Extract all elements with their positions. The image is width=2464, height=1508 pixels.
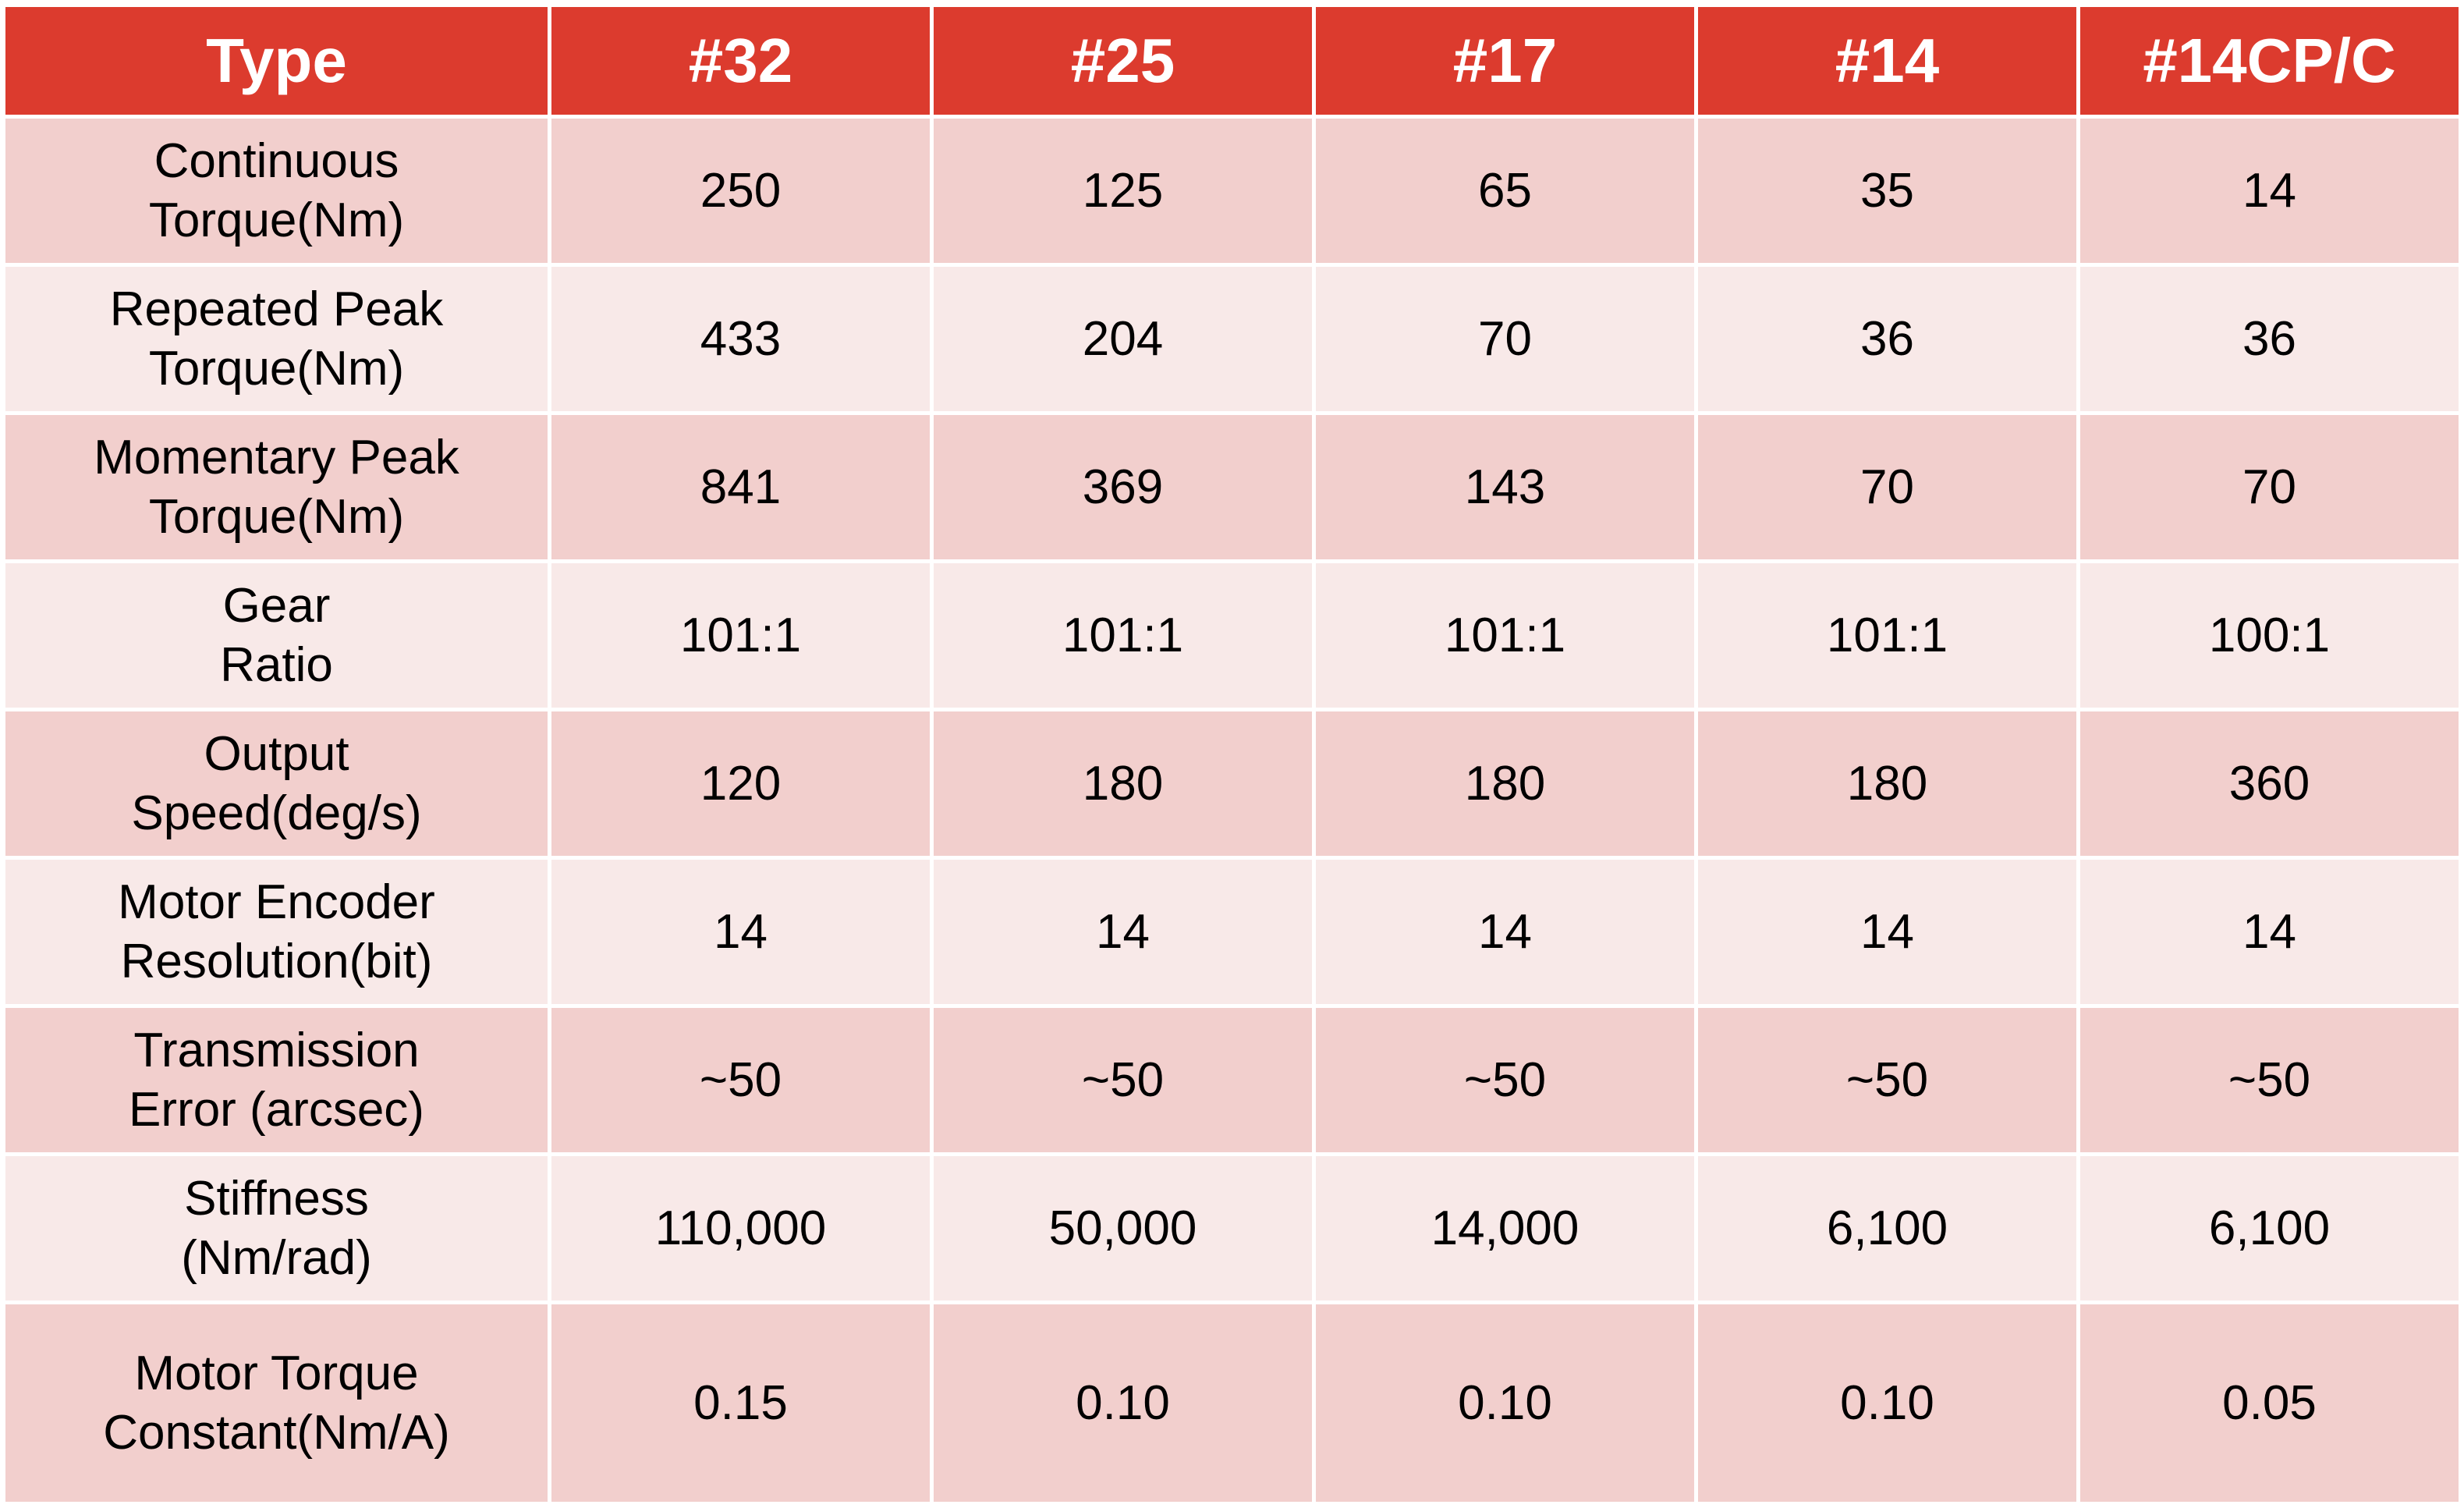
table-cell: 14,000 (1312, 1152, 1698, 1304)
row-label-line: Speed(deg/s) (131, 786, 422, 840)
header-cell-25: #25 (930, 3, 1316, 119)
table-row: Momentary Peak Torque(Nm) 841 369 143 70 … (2, 411, 2462, 563)
table-header: Type #32 #25 #17 #14 #14CP/C (2, 3, 2462, 119)
table-row: Repeated Peak Torque(Nm) 433 204 70 36 36 (2, 263, 2462, 415)
table-cell: 14 (1694, 856, 2080, 1008)
table-cell: 14 (2076, 856, 2462, 1008)
table-cell: 0.15 (548, 1300, 934, 1506)
row-label-line: Constant(Nm/A) (103, 1405, 450, 1460)
row-label-line: (Nm/rad) (181, 1230, 372, 1285)
header-row: Type #32 #25 #17 #14 #14CP/C (2, 3, 2462, 119)
table-cell: 65 (1312, 115, 1698, 267)
table-cell: 204 (930, 263, 1316, 415)
table-cell: 369 (930, 411, 1316, 563)
table-cell: 36 (2076, 263, 2462, 415)
header-cell-32: #32 (548, 3, 934, 119)
row-label-line: Error (arcsec) (129, 1082, 424, 1137)
table-cell: 14 (2076, 115, 2462, 267)
table-cell: 0.10 (1312, 1300, 1698, 1506)
row-label: Continuous Torque(Nm) (2, 115, 551, 267)
table-cell: 70 (1694, 411, 2080, 563)
table-cell: 6,100 (1694, 1152, 2080, 1304)
row-label-line: Motor Torque (134, 1346, 419, 1400)
table-cell: 35 (1694, 115, 2080, 267)
table-cell: 14 (1312, 856, 1698, 1008)
table-cell: 125 (930, 115, 1316, 267)
table-cell: 14 (930, 856, 1316, 1008)
row-label: Gear Ratio (2, 559, 551, 711)
table-cell: 360 (2076, 708, 2462, 860)
table-cell: 101:1 (930, 559, 1316, 711)
table-cell: 0.10 (1694, 1300, 2080, 1506)
table-row: Stiffness (Nm/rad) 110,000 50,000 14,000 … (2, 1152, 2462, 1304)
table-cell: 120 (548, 708, 934, 860)
header-cell-14: #14 (1694, 3, 2080, 119)
table-cell: 6,100 (2076, 1152, 2462, 1304)
row-label-line: Torque(Nm) (148, 193, 405, 247)
row-label: Stiffness (Nm/rad) (2, 1152, 551, 1304)
table-cell: ~50 (1694, 1004, 2080, 1156)
table-cell: 180 (930, 708, 1316, 860)
table-cell: 250 (548, 115, 934, 267)
row-label: Output Speed(deg/s) (2, 708, 551, 860)
header-cell-17: #17 (1312, 3, 1698, 119)
row-label-line: Ratio (220, 637, 333, 692)
table-cell: 14 (548, 856, 934, 1008)
table-row: Motor Torque Constant(Nm/A) 0.15 0.10 0.1… (2, 1300, 2462, 1506)
table-cell: ~50 (548, 1004, 934, 1156)
row-label-line: Output (204, 726, 349, 781)
table-row: Motor Encoder Resolution(bit) 14 14 14 14… (2, 856, 2462, 1008)
header-cell-14cpc: #14CP/C (2076, 3, 2462, 119)
table-row: Gear Ratio 101:1 101:1 101:1 101:1 100:1 (2, 559, 2462, 711)
row-label: Motor Encoder Resolution(bit) (2, 856, 551, 1008)
row-label: Transmission Error (arcsec) (2, 1004, 551, 1156)
row-label-line: Momentary Peak (94, 430, 459, 484)
row-label: Motor Torque Constant(Nm/A) (2, 1300, 551, 1506)
spec-table: Type #32 #25 #17 #14 #14CP/C Continuous T… (2, 3, 2462, 1506)
table-cell: 143 (1312, 411, 1698, 563)
table-row: Transmission Error (arcsec) ~50 ~50 ~50 ~… (2, 1004, 2462, 1156)
table-cell: 0.05 (2076, 1300, 2462, 1506)
table-cell: 101:1 (1312, 559, 1698, 711)
table-row: Output Speed(deg/s) 120 180 180 180 360 (2, 708, 2462, 860)
row-label: Repeated Peak Torque(Nm) (2, 263, 551, 415)
table-cell: 180 (1312, 708, 1698, 860)
table-cell: 100:1 (2076, 559, 2462, 711)
row-label-line: Repeated Peak (109, 282, 444, 336)
table-cell: 101:1 (548, 559, 934, 711)
table-cell: 433 (548, 263, 934, 415)
row-label-line: Torque(Nm) (148, 489, 405, 544)
row-label-line: Gear (222, 578, 331, 633)
table-cell: 180 (1694, 708, 2080, 860)
table-cell: 0.10 (930, 1300, 1316, 1506)
table-cell: ~50 (1312, 1004, 1698, 1156)
table-cell: 841 (548, 411, 934, 563)
table-cell: ~50 (2076, 1004, 2462, 1156)
table-body: Continuous Torque(Nm) 250 125 65 35 14 Re… (2, 115, 2462, 1506)
table-row: Continuous Torque(Nm) 250 125 65 35 14 (2, 115, 2462, 267)
table-cell: 101:1 (1694, 559, 2080, 711)
row-label-line: Resolution(bit) (120, 934, 433, 988)
row-label-line: Torque(Nm) (148, 341, 405, 396)
table-cell: 110,000 (548, 1152, 934, 1304)
row-label-line: Transmission (133, 1023, 420, 1077)
row-label-line: Stiffness (184, 1171, 369, 1226)
row-label: Momentary Peak Torque(Nm) (2, 411, 551, 563)
table-cell: 36 (1694, 263, 2080, 415)
table-cell: 70 (2076, 411, 2462, 563)
table-cell: 70 (1312, 263, 1698, 415)
table-cell: 50,000 (930, 1152, 1316, 1304)
row-label-line: Continuous (154, 133, 399, 188)
row-label-line: Motor Encoder (118, 875, 435, 929)
table-cell: ~50 (930, 1004, 1316, 1156)
header-cell-type: Type (2, 3, 551, 119)
